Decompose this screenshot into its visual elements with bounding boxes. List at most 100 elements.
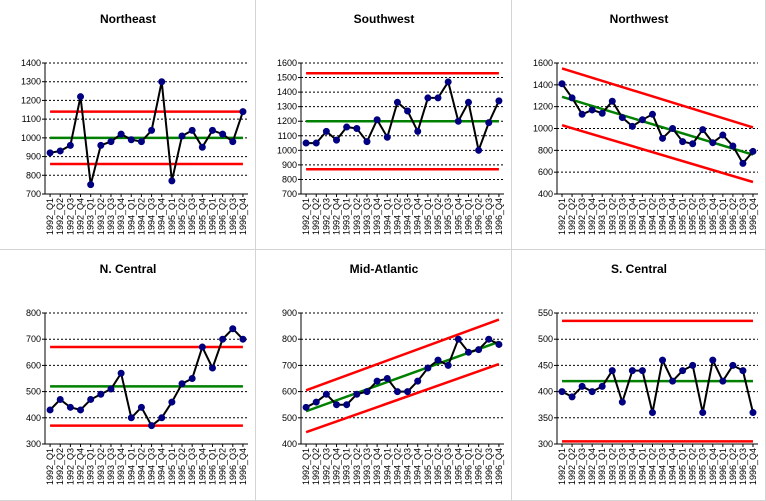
data-point: [107, 138, 115, 146]
x-tick-label: 1994_Q1: [126, 448, 136, 485]
x-tick-label: 1995_Q4: [453, 448, 463, 485]
y-tick-label: 900: [282, 160, 297, 170]
x-tick-label: 1993_Q4: [372, 198, 382, 235]
x-tick-label: 1996_Q4: [494, 448, 504, 485]
data-point: [117, 369, 125, 377]
x-tick-label: 1996_Q3: [484, 198, 494, 235]
chart-title: Mid-Atlantic: [350, 262, 419, 276]
x-tick-label: 1993_Q1: [86, 448, 96, 485]
data-point: [77, 93, 85, 101]
x-tick-label: 1996_Q2: [728, 198, 738, 235]
y-tick-label: 350: [538, 413, 553, 423]
y-tick-label: 1600: [533, 58, 553, 68]
y-tick-label: 1300: [277, 102, 297, 112]
data-point: [97, 390, 105, 398]
data-point: [495, 97, 503, 105]
data-point: [137, 403, 145, 411]
x-tick-label: 1994_Q3: [403, 448, 413, 485]
y-tick-label: 500: [282, 413, 297, 423]
data-point: [699, 126, 707, 134]
data-point: [495, 340, 503, 348]
y-tick-label: 1200: [277, 116, 297, 126]
x-tick-label: 1996_Q1: [718, 448, 728, 485]
y-tick-label: 400: [538, 387, 553, 397]
data-point: [689, 361, 697, 369]
x-tick-label: 1995_Q2: [433, 198, 443, 235]
data-point: [312, 398, 320, 406]
data-point: [414, 377, 422, 385]
data-point: [178, 380, 186, 388]
x-tick-label: 1995_Q3: [698, 198, 708, 235]
x-tick-label: 1993_Q4: [627, 198, 637, 235]
x-tick-label: 1995_Q1: [423, 198, 433, 235]
x-tick-label: 1996_Q4: [494, 198, 504, 235]
y-tick-label: 500: [26, 387, 41, 397]
x-tick-label: 1993_Q3: [362, 448, 372, 485]
data-point: [208, 126, 216, 134]
data-point: [598, 109, 606, 117]
y-tick-label: 1100: [22, 114, 41, 124]
x-tick-label: 1992_Q2: [567, 198, 577, 235]
x-tick-label: 1992_Q4: [587, 448, 597, 485]
x-tick-label: 1994_Q3: [658, 198, 668, 235]
y-tick-label: 1100: [278, 131, 297, 141]
y-tick-label: 1400: [21, 58, 41, 68]
y-tick-label: 1600: [277, 58, 297, 68]
data-point: [709, 356, 717, 364]
x-tick-label: 1995_Q2: [433, 448, 443, 485]
y-tick-label: 550: [538, 308, 553, 318]
x-tick-label: 1996_Q1: [207, 198, 217, 235]
data-point: [568, 393, 576, 401]
data-point: [239, 335, 247, 343]
x-tick-label: 1992_Q3: [577, 198, 587, 235]
x-tick-label: 1996_Q1: [463, 448, 473, 485]
x-tick-label: 1993_Q3: [617, 448, 627, 485]
x-tick-label: 1992_Q4: [332, 198, 342, 235]
data-point: [464, 98, 472, 106]
data-point: [739, 367, 747, 375]
x-tick-label: 1996_Q2: [474, 448, 484, 485]
data-point: [66, 403, 74, 411]
data-point: [208, 364, 216, 372]
data-point: [219, 130, 227, 138]
data-point: [475, 346, 483, 354]
data-point: [198, 143, 206, 151]
x-tick-label: 1994_Q2: [136, 448, 146, 485]
y-tick-label: 1000: [533, 124, 553, 134]
upper-control-limit: [561, 67, 754, 129]
data-point: [117, 130, 125, 138]
y-tick-label: 900: [282, 308, 297, 318]
data-point: [404, 107, 412, 115]
data-point: [333, 401, 341, 409]
x-tick-label: 1995_Q1: [167, 198, 177, 235]
x-tick-label: 1994_Q2: [647, 198, 657, 235]
data-point: [393, 98, 401, 106]
data-point: [404, 388, 412, 396]
chart-title: Northwest: [610, 12, 669, 26]
data-point: [97, 141, 105, 149]
y-tick-label: 1300: [21, 77, 41, 87]
y-tick-label: 800: [282, 174, 297, 184]
x-tick-label: 1992_Q4: [76, 448, 86, 485]
x-tick-label: 1996_Q4: [238, 198, 248, 235]
data-point: [148, 422, 156, 430]
data-point: [618, 398, 626, 406]
data-point: [343, 123, 351, 131]
data-point: [608, 367, 616, 375]
x-tick-label: 1996_Q2: [218, 448, 228, 485]
y-tick-label: 1400: [277, 87, 297, 97]
data-point: [148, 126, 156, 134]
x-tick-label: 1992_Q1: [45, 198, 55, 235]
data-point: [363, 388, 371, 396]
y-tick-label: 600: [26, 360, 41, 370]
x-tick-label: 1992_Q2: [567, 448, 577, 485]
x-tick-label: 1996_Q2: [218, 198, 228, 235]
data-point: [383, 133, 391, 141]
y-tick-label: 1500: [277, 73, 297, 83]
x-tick-label: 1994_Q1: [382, 198, 392, 235]
x-tick-label: 1992_Q2: [311, 448, 321, 485]
data-point: [598, 382, 606, 390]
x-tick-label: 1992_Q1: [45, 448, 55, 485]
series-line: [561, 357, 754, 413]
data-point: [373, 377, 381, 385]
